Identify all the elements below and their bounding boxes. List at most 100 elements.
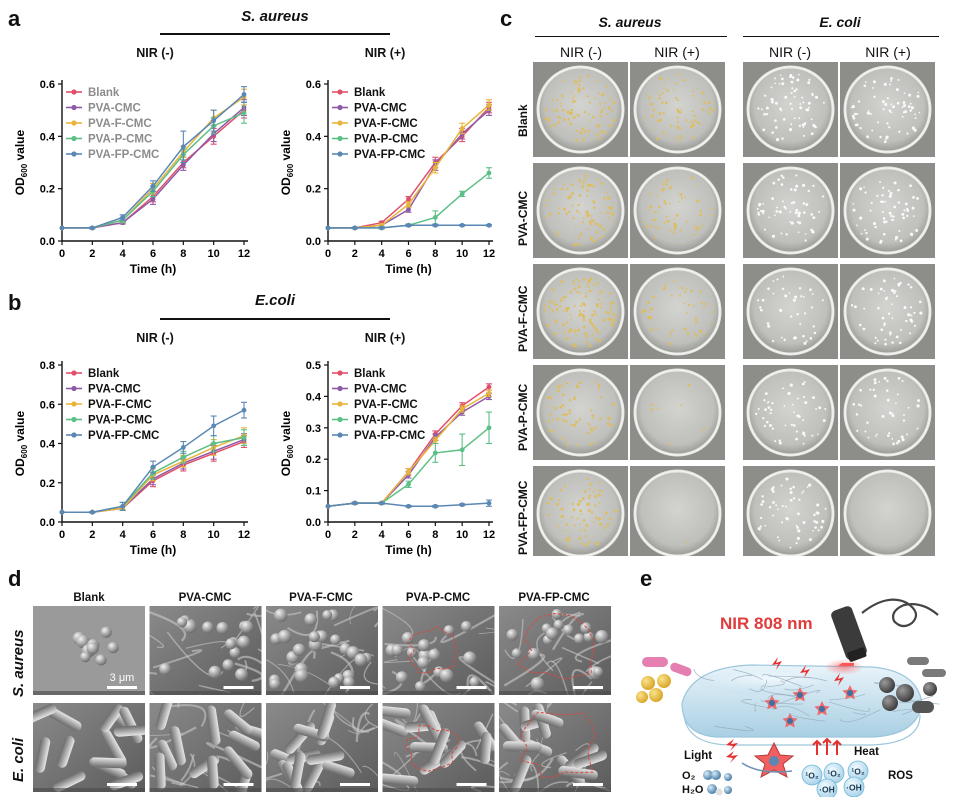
colony-dot xyxy=(796,78,800,82)
colony-dot xyxy=(593,206,596,209)
rod-cell xyxy=(100,704,124,733)
colony-dot xyxy=(576,113,579,116)
coccus-cell xyxy=(222,659,234,671)
hydrogel-base xyxy=(683,714,921,746)
colony-dot xyxy=(591,414,595,418)
colony-dot xyxy=(612,101,616,105)
colony-dot xyxy=(888,194,892,198)
colony-dot xyxy=(770,487,774,491)
series-line-pva-cmc xyxy=(327,395,490,508)
colony-dot xyxy=(549,125,553,128)
colony-dot xyxy=(673,218,676,220)
colony-dot xyxy=(590,236,593,239)
rod-cell xyxy=(322,760,355,778)
colony-dot xyxy=(895,335,899,339)
colony-dot xyxy=(765,106,769,110)
coccus-cell xyxy=(330,634,341,645)
hydrogel-fiber xyxy=(355,711,370,742)
x-tick-label: 8 xyxy=(432,248,438,260)
colony-dot xyxy=(899,281,902,284)
colony-dot xyxy=(590,322,593,325)
colony-dot xyxy=(904,202,908,206)
colony-dot xyxy=(610,323,614,327)
sem-info-strip xyxy=(266,788,378,792)
colony-dot xyxy=(609,308,613,311)
colony-dot xyxy=(675,82,678,85)
colony-dot xyxy=(576,242,580,246)
bacteria-left-group xyxy=(636,657,692,703)
ros-label: ROS xyxy=(888,770,913,782)
colony-dot xyxy=(546,199,550,202)
colony-dot xyxy=(907,105,911,108)
colony-dot xyxy=(666,134,668,137)
colony-dot xyxy=(596,133,599,136)
data-point-pva-fp-cmc xyxy=(432,222,438,228)
panel-e-letter: e xyxy=(640,566,653,591)
legend-marker-pva-f-cmc xyxy=(71,401,77,407)
plate-pva-fp-cmc-e-coli-nir-plus xyxy=(840,466,935,556)
data-point-pva-f-cmc xyxy=(459,406,465,412)
sem-col-title-blank: Blank xyxy=(73,592,105,604)
colony-dot xyxy=(811,293,814,295)
colony-dot xyxy=(575,277,578,280)
colony-dot xyxy=(820,525,823,529)
colony-dot xyxy=(883,220,887,224)
colony-dot xyxy=(678,138,681,142)
colony-dot xyxy=(585,292,588,294)
colony-dot xyxy=(851,114,855,118)
colony-dot xyxy=(796,536,800,541)
colony-dot xyxy=(809,288,812,292)
colony-dot xyxy=(890,111,893,114)
colony-dot xyxy=(767,406,771,409)
colony-dot xyxy=(693,114,696,118)
colony-dot xyxy=(775,504,778,507)
x-tick-label: 6 xyxy=(150,529,156,541)
colony-dot xyxy=(573,344,577,348)
colony-dot xyxy=(909,109,912,112)
colony-dot xyxy=(544,108,548,112)
colony-dot xyxy=(645,94,648,96)
colony-dot xyxy=(780,484,783,487)
sem-s-aureus-blank: 3 μm xyxy=(33,606,145,695)
dish-edge-highlight xyxy=(747,470,834,556)
photothermal-schematic: NIR 808 nm Light Heat O₂ H xyxy=(636,598,946,797)
colony-dot xyxy=(776,206,779,209)
colony-dot xyxy=(685,220,688,223)
agar-surface xyxy=(539,68,622,151)
colony-dot xyxy=(889,333,892,336)
x-tick-label: 2 xyxy=(352,529,358,541)
colony-dot xyxy=(762,203,764,205)
colony-dot xyxy=(584,295,588,298)
colony-dot xyxy=(852,403,856,406)
colony-dot xyxy=(594,504,597,507)
colony-dot xyxy=(792,201,796,204)
dish-edge-highlight xyxy=(844,268,931,355)
colony-dot xyxy=(805,203,809,207)
colony-dot xyxy=(642,309,646,313)
agar-surface xyxy=(539,270,622,353)
sem-info-strip xyxy=(149,691,262,695)
chart-b-nir-plus: 0 2 4 6 8 10 12 0.0 0.1 0.2 0.3 0.4 0.5 Time (h) OD600… xyxy=(279,360,495,557)
sem-micrograph-grid: 3 μm xyxy=(33,606,611,792)
sem-col-title-pva-p-cmc: PVA-P-CMC xyxy=(405,592,471,604)
agar-surface xyxy=(749,68,832,151)
colony-dot xyxy=(886,434,890,437)
colony-dot xyxy=(759,209,762,213)
y-tick-label: 0.6 xyxy=(40,79,55,91)
colony-dot xyxy=(779,107,782,111)
colony-dot xyxy=(590,409,593,412)
colony-dot xyxy=(778,439,781,443)
coccus-cell xyxy=(460,620,472,632)
colony-dot xyxy=(598,124,601,127)
colony-dot xyxy=(796,313,799,316)
colony-dot xyxy=(654,210,657,213)
colony-dot xyxy=(695,321,698,325)
colony-dot xyxy=(598,489,602,493)
colony-dot xyxy=(557,389,561,393)
colony-dot xyxy=(669,229,672,232)
colony-dot xyxy=(771,197,775,200)
colony-dot xyxy=(798,498,801,501)
colony-dot xyxy=(563,485,567,488)
colony-dot xyxy=(596,303,600,307)
colony-dot xyxy=(774,126,778,129)
